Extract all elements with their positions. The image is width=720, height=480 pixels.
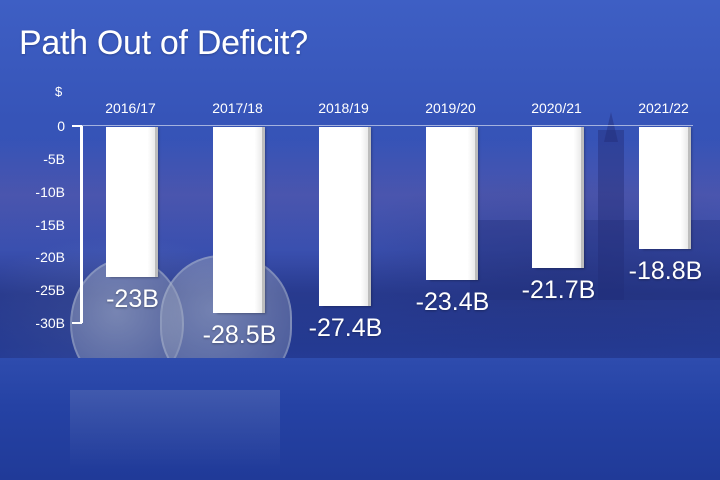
y-tick-mark — [72, 322, 82, 324]
zero-baseline — [80, 125, 693, 126]
bar-value-label: -18.8B — [628, 257, 703, 286]
y-tick-label: -10B — [35, 183, 65, 200]
bar-value-label: -21.7B — [521, 276, 596, 305]
bar-value-label: -23.4B — [415, 287, 490, 316]
background-coin-reflection — [70, 390, 280, 470]
y-tick-label: -25B — [35, 282, 65, 299]
x-category-label: 2020/21 — [531, 100, 582, 116]
bar-2018-19 — [319, 127, 368, 306]
y-tick-label: 0 — [57, 118, 65, 134]
bar-2016-17 — [106, 127, 155, 278]
x-category-label: 2019/20 — [425, 100, 476, 116]
y-tick-label: -30B — [35, 315, 65, 331]
y-tick-mark — [72, 125, 82, 127]
bar-2019-20 — [426, 127, 475, 280]
chart-title: Path Out of Deficit? — [19, 24, 308, 62]
background-water — [0, 358, 720, 480]
x-category-label: 2021/22 — [638, 100, 689, 116]
y-tick-label: -20B — [35, 249, 65, 266]
y-axis-unit-label: $ — [55, 84, 63, 99]
bar-2021-22 — [639, 127, 688, 250]
x-category-label: 2016/17 — [105, 100, 156, 116]
x-category-label: 2018/19 — [318, 100, 369, 116]
bar-2017-18 — [213, 127, 262, 314]
bar-2020-21 — [532, 127, 581, 269]
bar-value-label: -28.5B — [202, 321, 277, 350]
y-axis-line — [80, 126, 83, 323]
y-tick-label: -15B — [35, 216, 65, 233]
bar-value-label: -23B — [106, 285, 159, 314]
y-tick-label: -5B — [43, 150, 65, 167]
bar-value-label: -27.4B — [308, 313, 383, 342]
background-tower-spire — [604, 112, 618, 142]
x-category-label: 2017/18 — [212, 100, 263, 116]
